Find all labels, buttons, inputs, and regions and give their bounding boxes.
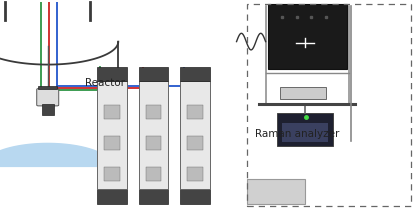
FancyBboxPatch shape (37, 89, 59, 106)
FancyBboxPatch shape (104, 105, 120, 119)
FancyBboxPatch shape (97, 67, 127, 81)
FancyBboxPatch shape (97, 81, 127, 189)
FancyBboxPatch shape (280, 87, 326, 99)
FancyBboxPatch shape (282, 123, 306, 142)
FancyBboxPatch shape (180, 81, 210, 189)
FancyBboxPatch shape (139, 189, 168, 204)
FancyBboxPatch shape (139, 81, 168, 189)
FancyBboxPatch shape (277, 113, 333, 146)
FancyBboxPatch shape (180, 189, 210, 204)
FancyBboxPatch shape (187, 167, 203, 181)
FancyBboxPatch shape (42, 104, 54, 115)
FancyBboxPatch shape (268, 4, 347, 69)
FancyBboxPatch shape (104, 167, 120, 181)
FancyBboxPatch shape (104, 136, 120, 150)
Text: Raman analyzer: Raman analyzer (255, 129, 339, 139)
FancyBboxPatch shape (146, 136, 161, 150)
FancyBboxPatch shape (187, 136, 203, 150)
FancyBboxPatch shape (187, 105, 203, 119)
FancyBboxPatch shape (139, 67, 168, 81)
FancyBboxPatch shape (247, 179, 305, 204)
FancyBboxPatch shape (304, 123, 328, 142)
FancyBboxPatch shape (38, 86, 57, 89)
Polygon shape (0, 144, 112, 166)
FancyBboxPatch shape (146, 105, 161, 119)
FancyBboxPatch shape (97, 189, 127, 204)
FancyBboxPatch shape (146, 167, 161, 181)
FancyBboxPatch shape (180, 67, 210, 81)
Text: Reactor: Reactor (85, 78, 125, 88)
